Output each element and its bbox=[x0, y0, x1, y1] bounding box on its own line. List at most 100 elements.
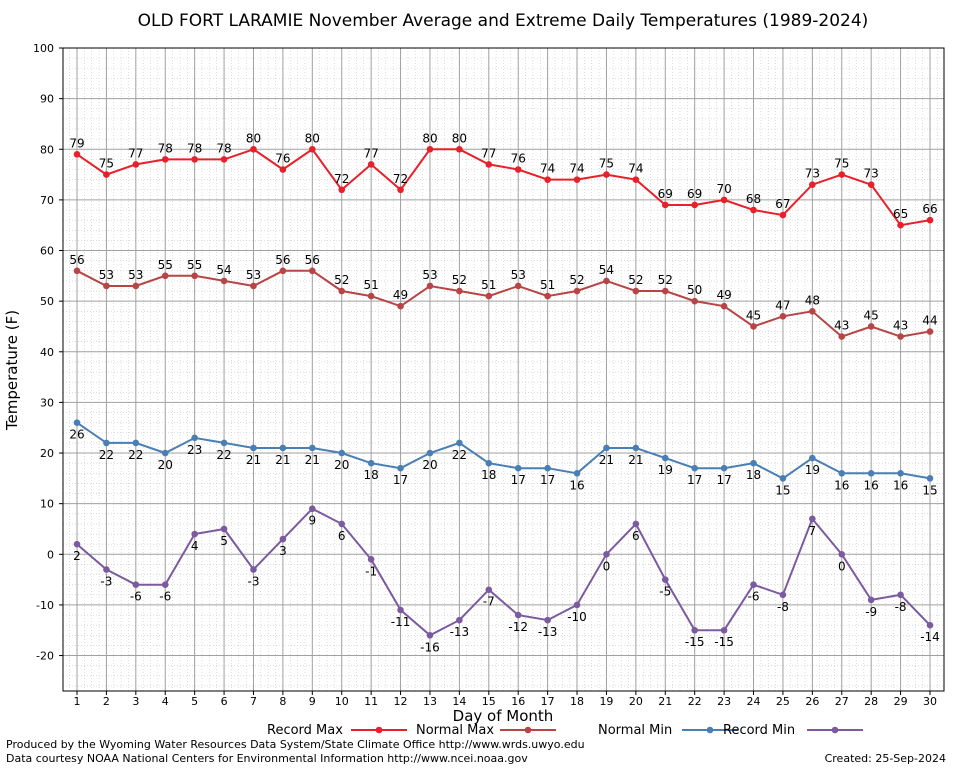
series-record-min: 2 -3 -6 -6 4 5 -3 3 9 6 -1 -11 -16 -13 -7 -12 -13 -10 0 6 -5… bbox=[73, 505, 940, 654]
data-label: -5 bbox=[659, 585, 671, 599]
x-tick-label: 11 bbox=[364, 695, 378, 708]
data-label: 74 bbox=[540, 162, 555, 176]
data-point bbox=[485, 292, 493, 300]
data-label: 21 bbox=[599, 453, 614, 467]
data-point bbox=[603, 277, 610, 285]
data-label: 43 bbox=[834, 319, 849, 333]
data-point bbox=[661, 576, 669, 583]
data-label: 54 bbox=[216, 263, 231, 277]
data-point bbox=[809, 181, 816, 189]
data-label: 74 bbox=[569, 162, 584, 176]
data-point bbox=[132, 439, 140, 447]
data-point bbox=[779, 211, 787, 219]
data-label: 52 bbox=[452, 273, 467, 287]
x-tick-label: 16 bbox=[511, 695, 525, 708]
data-label: 72 bbox=[393, 172, 408, 186]
data-label: 7 bbox=[809, 524, 817, 538]
data-label: 23 bbox=[187, 443, 202, 457]
data-label: 65 bbox=[893, 207, 908, 221]
data-label: 79 bbox=[69, 136, 84, 150]
data-point bbox=[632, 176, 640, 183]
data-point bbox=[809, 515, 816, 523]
data-point bbox=[603, 550, 610, 558]
data-point bbox=[220, 156, 228, 163]
data-point bbox=[367, 161, 375, 168]
data-point bbox=[250, 444, 257, 452]
data-point bbox=[544, 616, 551, 624]
data-point bbox=[485, 586, 493, 594]
data-label: -13 bbox=[450, 625, 470, 639]
y-tick-label: 80 bbox=[40, 143, 54, 156]
data-point bbox=[161, 449, 169, 457]
legend-item: Normal Min bbox=[598, 723, 738, 738]
data-point bbox=[544, 464, 551, 472]
data-label: 78 bbox=[187, 141, 202, 155]
data-point bbox=[73, 540, 81, 548]
data-label: 55 bbox=[158, 258, 173, 272]
data-point bbox=[397, 464, 404, 472]
data-label: 15 bbox=[922, 483, 937, 497]
data-point bbox=[720, 464, 728, 472]
x-tick-label: 30 bbox=[923, 695, 937, 708]
x-tick-label: 7 bbox=[250, 695, 257, 708]
data-label: 70 bbox=[716, 182, 731, 196]
data-point bbox=[926, 621, 934, 629]
data-point bbox=[897, 333, 904, 340]
data-point bbox=[456, 145, 463, 153]
x-tick-label: 12 bbox=[394, 695, 408, 708]
legend-marker bbox=[524, 726, 532, 734]
data-label: 56 bbox=[275, 253, 290, 267]
data-label: -13 bbox=[538, 625, 558, 639]
data-label: 55 bbox=[187, 258, 202, 272]
data-point bbox=[779, 591, 787, 599]
data-point bbox=[73, 267, 81, 275]
footer-created: Created: 25-Sep-2024 bbox=[825, 752, 946, 765]
data-label: 21 bbox=[246, 453, 261, 467]
data-point bbox=[926, 216, 934, 224]
data-point bbox=[426, 145, 434, 153]
data-label: 72 bbox=[334, 172, 349, 186]
x-tick-label: 8 bbox=[279, 695, 286, 708]
data-label: 2 bbox=[73, 549, 81, 563]
x-tick-label: 23 bbox=[717, 695, 731, 708]
data-label: 17 bbox=[687, 473, 702, 487]
data-label: 4 bbox=[191, 539, 199, 553]
data-label: 69 bbox=[658, 187, 673, 201]
data-point bbox=[750, 206, 757, 214]
data-label: 21 bbox=[628, 453, 643, 467]
data-label: 74 bbox=[628, 162, 643, 176]
data-label: -6 bbox=[159, 590, 171, 604]
data-label: 51 bbox=[481, 278, 496, 292]
x-tick-label: 28 bbox=[864, 695, 878, 708]
data-label: 69 bbox=[687, 187, 702, 201]
data-label: 3 bbox=[279, 544, 287, 558]
data-label: 52 bbox=[628, 273, 643, 287]
data-label: 51 bbox=[540, 278, 555, 292]
data-point bbox=[103, 439, 110, 447]
legend-label: Normal Max bbox=[416, 723, 494, 738]
data-label: 77 bbox=[363, 146, 378, 160]
data-point bbox=[603, 171, 610, 178]
data-label: -14 bbox=[920, 630, 940, 644]
x-tick-label: 15 bbox=[482, 695, 496, 708]
data-point bbox=[632, 287, 640, 295]
legend: Record Max Normal Max Normal Min Record Min bbox=[267, 723, 863, 738]
data-label: 17 bbox=[511, 473, 526, 487]
data-label: 49 bbox=[393, 288, 408, 302]
x-axis-label: Day of Month bbox=[453, 707, 554, 725]
data-point bbox=[161, 156, 169, 163]
data-point bbox=[867, 596, 875, 604]
data-point bbox=[250, 282, 257, 290]
y-tick-label: 90 bbox=[40, 93, 54, 106]
data-point bbox=[397, 302, 404, 310]
data-label: -3 bbox=[100, 574, 112, 588]
data-point bbox=[456, 439, 463, 447]
data-point bbox=[456, 616, 463, 624]
data-label: 17 bbox=[540, 473, 555, 487]
data-point bbox=[809, 454, 816, 462]
data-label: 53 bbox=[128, 268, 143, 282]
data-point bbox=[367, 459, 375, 467]
legend-label: Record Min bbox=[723, 723, 795, 738]
data-point bbox=[720, 302, 728, 310]
